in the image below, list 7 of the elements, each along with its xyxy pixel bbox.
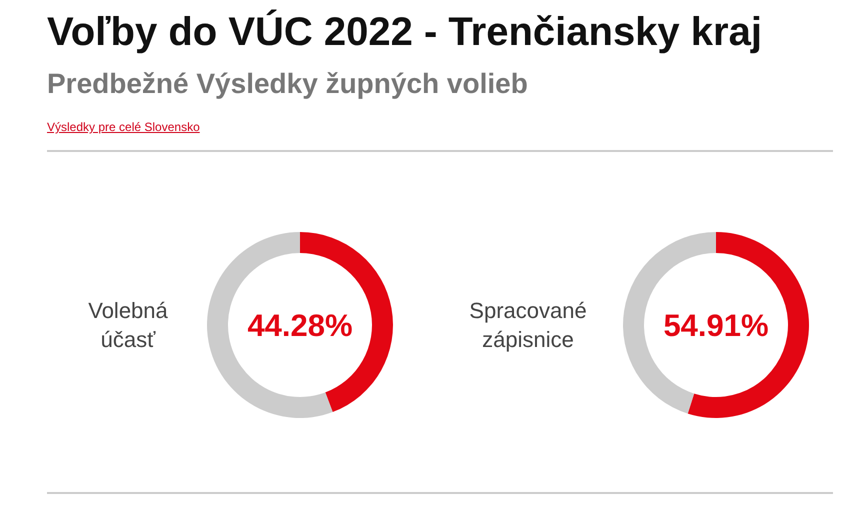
text: Spracované zápisnice	[468, 297, 588, 354]
text: Volebná účasť	[87, 297, 169, 354]
text: Predbežné Výsledky župných volieb	[47, 68, 528, 100]
text: Výsledky pre celé Slovensko	[47, 120, 200, 134]
text: 54.91%	[663, 308, 769, 343]
text: Voľby do VÚC 2022 - Trenčiansky kraj	[47, 10, 762, 55]
text: 44.28%	[247, 308, 353, 343]
